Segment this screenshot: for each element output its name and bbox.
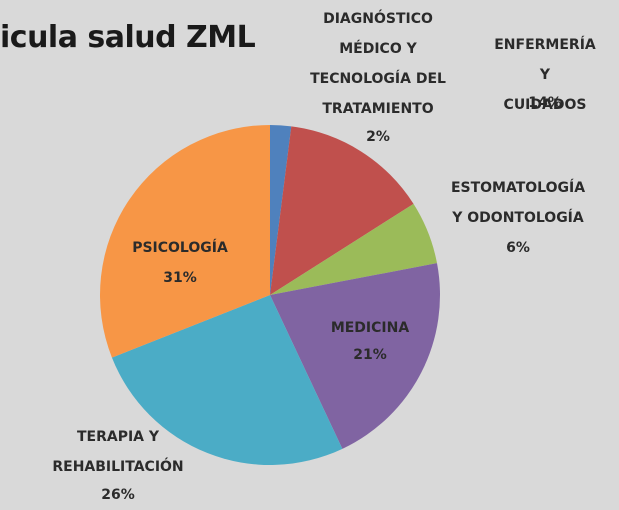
category-label: DIAGNÓSTICO MÉDICO Y TECNOLOGÍA DEL TRAT… xyxy=(310,11,446,117)
pie-slice xyxy=(270,126,414,295)
value-label: 14% xyxy=(528,95,562,111)
value-label: 2% xyxy=(366,129,390,145)
pie-slice xyxy=(270,125,292,295)
category-label: PSICOLOGÍA xyxy=(132,240,228,256)
value-label: 26% xyxy=(101,487,135,503)
chart-title: icula salud ZML xyxy=(0,20,256,55)
pie-slice xyxy=(111,295,343,465)
value-label: 31% xyxy=(163,270,197,286)
pie-slice xyxy=(270,263,440,449)
category-label: ENFERMERÍA Y CUIDADOS xyxy=(494,37,596,113)
category-label: TERAPIA Y REHABILITACIÓN xyxy=(52,429,184,475)
category-label: MEDICINA xyxy=(330,320,410,336)
pie-slice xyxy=(270,203,437,295)
pie-slice xyxy=(99,125,270,358)
category-label: ESTOMATOLOGÍA Y ODONTOLOGÍA xyxy=(450,180,586,226)
value-label: 6% xyxy=(506,240,530,256)
value-label: 21% xyxy=(353,347,387,363)
